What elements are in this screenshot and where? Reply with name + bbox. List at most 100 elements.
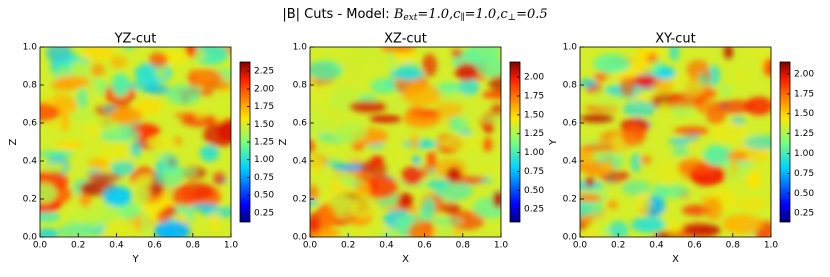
- field-blob: [580, 114, 614, 123]
- field-blob: [433, 179, 473, 202]
- field-blob: [40, 183, 58, 204]
- field-blob: [451, 48, 463, 58]
- x-tick-label: 0.4: [109, 241, 124, 251]
- field-blob: [397, 192, 414, 210]
- field-blob: [581, 143, 615, 152]
- field-blob: [678, 161, 717, 175]
- field-blob: [190, 203, 219, 212]
- colorbar-tick-label: 1.75: [254, 102, 274, 112]
- y-tick-label: 0.0: [23, 233, 38, 243]
- heatmap-field: [40, 47, 231, 237]
- y-tick-label: 0.0: [563, 233, 578, 243]
- y-tick-label: 0.6: [293, 119, 308, 129]
- field-blob: [459, 128, 473, 136]
- heatmap-field: [580, 47, 771, 237]
- field-blob: [319, 205, 337, 227]
- param-value: 1.0: [428, 7, 449, 22]
- separator: ,: [496, 7, 500, 22]
- colorbar-tick-label: 2.25: [254, 67, 274, 77]
- y-tick-label: 0.2: [23, 195, 37, 205]
- field-blob: [209, 211, 220, 232]
- field-blob: [85, 123, 104, 137]
- field-blob: [729, 152, 739, 177]
- field-blob: [732, 73, 751, 81]
- field-blob: [369, 115, 403, 123]
- field-blob: [55, 76, 91, 89]
- field-blob: [631, 216, 666, 233]
- x-tick-label: 0.0: [573, 241, 588, 251]
- field-blob: [703, 144, 729, 166]
- param-subscript: ∥: [460, 12, 464, 23]
- field-blob: [102, 218, 137, 237]
- colorbar-tick-label: 2.00: [524, 73, 544, 83]
- field-blob: [212, 171, 226, 185]
- field-blob: [668, 138, 691, 146]
- field-blob: [601, 160, 615, 174]
- field-blob: [443, 132, 483, 151]
- field-blob: [310, 212, 322, 234]
- y-tick-label: 1.0: [23, 43, 38, 53]
- field-blob: [706, 106, 726, 125]
- field-blob: [406, 105, 425, 118]
- field-blob: [358, 47, 383, 60]
- y-tick-label: 0.8: [293, 81, 308, 91]
- field-blob: [60, 113, 70, 132]
- field-blob: [403, 139, 438, 149]
- y-tick-label: 1.0: [563, 43, 578, 53]
- colorbar-tick-label: 1.00: [254, 155, 274, 165]
- field-blob: [659, 104, 671, 119]
- field-blob: [488, 75, 501, 92]
- field-blob: [148, 52, 169, 68]
- field-blob: [109, 55, 128, 69]
- field-blob: [146, 136, 179, 149]
- colorbar-tick-label: 0.50: [254, 191, 274, 201]
- field-blob: [40, 211, 61, 223]
- field-blob: [593, 53, 630, 74]
- field-blob: [339, 56, 362, 77]
- field-blob: [99, 140, 136, 163]
- field-blob: [490, 103, 501, 118]
- field-blob: [621, 124, 647, 146]
- field-blob: [619, 76, 636, 97]
- field-blob: [481, 115, 501, 124]
- field-blob: [435, 226, 456, 237]
- field-blobs: [40, 47, 231, 237]
- field-blob: [180, 114, 218, 127]
- x-tick-label: 0.8: [456, 241, 471, 251]
- x-axis-label: X: [672, 254, 679, 265]
- field-blob: [380, 47, 417, 54]
- y-tick-label: 1.0: [293, 43, 308, 53]
- field-blob: [82, 47, 115, 61]
- field-blob: [109, 106, 143, 125]
- x-axis-label: Y: [131, 254, 139, 265]
- field-blob: [743, 135, 771, 150]
- field-blob: [103, 188, 132, 207]
- field-blob: [40, 103, 60, 122]
- colorbar-tick-label: 1.25: [794, 129, 814, 139]
- param-symbol: c: [453, 7, 461, 22]
- y-tick-label: 0.2: [563, 195, 577, 205]
- field-blobs: [310, 47, 501, 237]
- field-blob: [475, 56, 501, 77]
- field-blob: [408, 221, 433, 237]
- field-blob: [718, 83, 733, 98]
- y-tick-label: 0.4: [23, 157, 38, 167]
- field-blob: [55, 140, 84, 150]
- field-blob: [156, 209, 171, 225]
- field-blob: [143, 84, 171, 95]
- x-tick-label: 0.6: [147, 241, 162, 251]
- colorbar-tick-label: 0.25: [794, 209, 814, 219]
- plot-frame: [39, 46, 232, 238]
- y-tick-label: 0.6: [23, 119, 38, 129]
- field-blob: [736, 197, 767, 211]
- field-blob: [123, 47, 135, 52]
- figure-title: |B| Cuts - Model: Bext=1.0,c∥=1.0,c⊥=0.5: [282, 7, 547, 23]
- x-tick-label: 0.8: [726, 241, 741, 251]
- field-blob: [676, 80, 705, 98]
- field-blob: [746, 168, 761, 189]
- field-blob: [310, 184, 319, 202]
- field-blob: [431, 217, 463, 226]
- field-blob: [599, 223, 609, 237]
- field-blob: [669, 47, 680, 61]
- field-blob: [328, 191, 349, 214]
